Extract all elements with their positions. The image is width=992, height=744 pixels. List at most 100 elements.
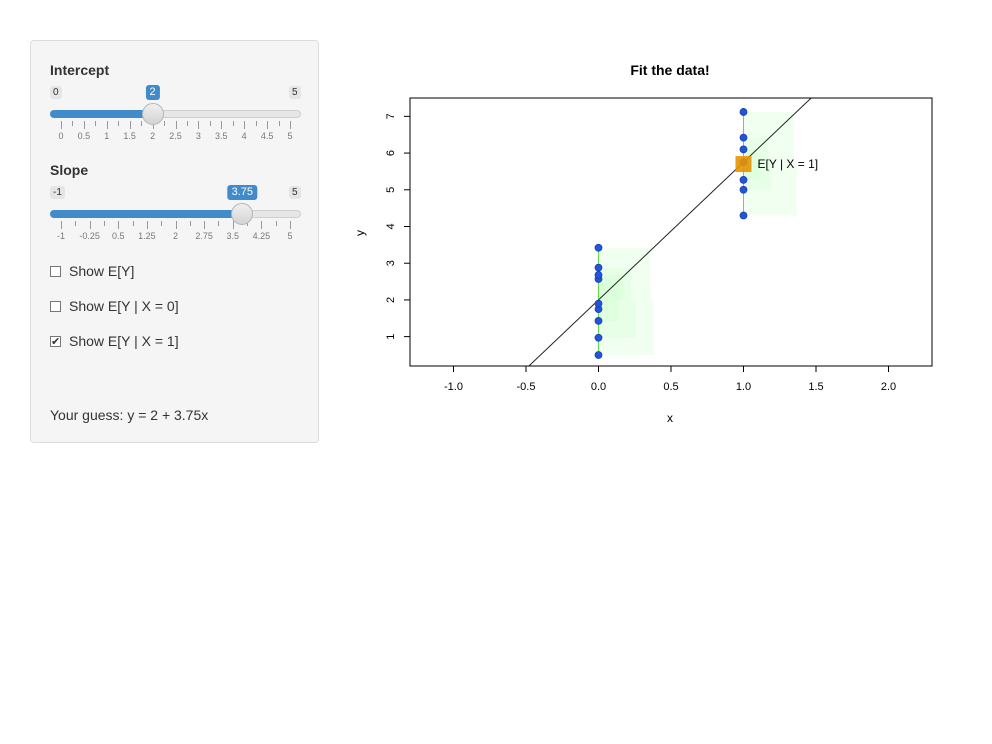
slider-tick-label: 0.5	[111, 231, 125, 241]
residual-square	[598, 299, 608, 310]
slope-slider-fill	[50, 210, 243, 218]
conditional-mean-label: E[Y | X = 1]	[758, 157, 819, 171]
intercept-slider-handle[interactable]	[141, 103, 164, 125]
slope-label: Slope	[50, 162, 89, 178]
intercept-slider-fill	[50, 110, 153, 118]
data-point	[594, 351, 603, 359]
fit-line	[528, 98, 812, 366]
y-tick-label: 3	[385, 260, 397, 266]
slider-tick	[290, 221, 291, 229]
data-point	[594, 333, 603, 342]
slider-tick	[186, 121, 188, 126]
slider-tick	[141, 121, 143, 126]
slider-tick	[72, 121, 74, 126]
slider-tick	[204, 221, 206, 229]
slider-tick	[232, 221, 234, 229]
checkbox-label: Show E[Y | X = 0]	[69, 298, 179, 314]
x-axis-label: x	[667, 411, 673, 425]
slider-tick-label: 4.5	[260, 131, 274, 141]
plot-frame	[409, 97, 933, 367]
slope-slider-ticks: -1 -0.25 0.5 1.25 2 2.75 3.5 4.25 5	[50, 221, 301, 241]
slider-tick-label: 2	[172, 231, 179, 241]
slider-tick	[118, 221, 120, 229]
y-axis-label: y	[353, 230, 367, 236]
slider-tick-label: 5	[287, 131, 293, 141]
data-point	[739, 133, 748, 142]
slider-tick	[61, 221, 62, 229]
x-tick-label: 0.5	[663, 381, 678, 393]
slider-tick	[95, 121, 97, 126]
slider-tick	[275, 221, 277, 226]
checkbox-label: Show E[Y]	[69, 263, 135, 279]
slider-tick	[218, 221, 220, 226]
plot-title: Fit the data!	[630, 62, 709, 78]
slope-value-badge: 3.75	[227, 185, 257, 200]
conditional-mean-marker	[735, 156, 752, 173]
intercept-max-badge: 5	[289, 86, 301, 99]
slider-tick	[61, 121, 62, 129]
slider-tick	[103, 221, 105, 226]
slider-tick	[221, 121, 223, 129]
y-tick-label: 4	[385, 223, 397, 229]
checkbox-box[interactable]: ✔	[50, 335, 61, 348]
slider-tick-label: 4.25	[252, 231, 271, 241]
slider-tick	[132, 221, 134, 226]
residual-square	[598, 299, 620, 321]
slider-tick	[129, 121, 131, 129]
checkbox-box[interactable]	[50, 300, 61, 312]
checkbox-show-ey[interactable]: Show E[Y]	[50, 263, 134, 279]
slider-tick	[278, 121, 280, 126]
slider-tick	[261, 221, 263, 229]
control-panel: Intercept 0 5 2 0 0.5 1 1.5 2 2.5 3 3.5 4 4.5 5 Sl…	[30, 40, 319, 443]
y-tick-label: 6	[385, 150, 397, 156]
y-tick-label: 2	[385, 297, 397, 303]
slider-tick	[152, 121, 154, 129]
x-tick-label: -0.5	[517, 381, 536, 393]
x-tick-label: 1.0	[736, 381, 751, 393]
slider-tick-label: 1.5	[123, 131, 136, 141]
slider-tick-label: 5	[287, 231, 293, 241]
intercept-slider-ticks: 0 0.5 1 1.5 2 2.5 3 3.5 4 4.5 5	[50, 121, 301, 141]
slider-tick	[244, 121, 246, 129]
slider-tick	[175, 221, 177, 229]
slider-tick-label: 0	[58, 131, 64, 141]
slider-tick	[83, 121, 85, 129]
slider-tick-label: 3	[195, 131, 201, 141]
y-tick-label: 1	[385, 334, 397, 340]
slider-tick-label: 2.75	[195, 231, 213, 241]
residual-square	[598, 299, 637, 338]
slider-tick	[255, 121, 257, 126]
slope-slider-handle[interactable]	[231, 203, 254, 225]
slider-tick	[161, 221, 163, 226]
slider-tick-label: 2	[150, 131, 156, 141]
slider-tick	[198, 121, 200, 129]
slider-tick-label: -0.25	[79, 231, 100, 241]
data-point	[739, 108, 748, 116]
data-point	[594, 316, 603, 325]
checkbox-show-ey-x1[interactable]: ✔ Show E[Y | X = 1]	[50, 333, 179, 349]
scatter-plot: Fit the data! x y -1.0 -0.5 0.0 0.5 1.0 1.5 2.…	[353, 62, 933, 425]
slider-tick	[89, 221, 91, 229]
intercept-label: Intercept	[50, 62, 110, 78]
data-point	[739, 211, 748, 220]
x-tick-label: -1.0	[444, 381, 463, 393]
slider-tick-label: 1.25	[138, 231, 156, 241]
checkbox-show-ey-x0[interactable]: Show E[Y | X = 0]	[50, 298, 179, 314]
checkbox-box[interactable]	[50, 265, 61, 277]
y-tick-label: 5	[385, 187, 397, 193]
slider-tick	[75, 221, 77, 226]
data-point	[739, 175, 748, 184]
data-point	[594, 271, 603, 279]
slider-tick-label: 2.5	[169, 131, 182, 141]
slider-tick	[175, 121, 177, 129]
slider-tick	[290, 121, 291, 129]
intercept-min-badge: 0	[50, 86, 62, 99]
slider-tick	[209, 121, 211, 126]
data-point	[739, 145, 748, 154]
data-point	[594, 263, 603, 272]
slider-tick-label: -1	[56, 231, 66, 241]
slider-tick-label: 4	[241, 131, 247, 141]
residual-squares-layer	[528, 98, 812, 366]
slider-tick	[118, 121, 120, 126]
slider-tick	[189, 221, 191, 226]
